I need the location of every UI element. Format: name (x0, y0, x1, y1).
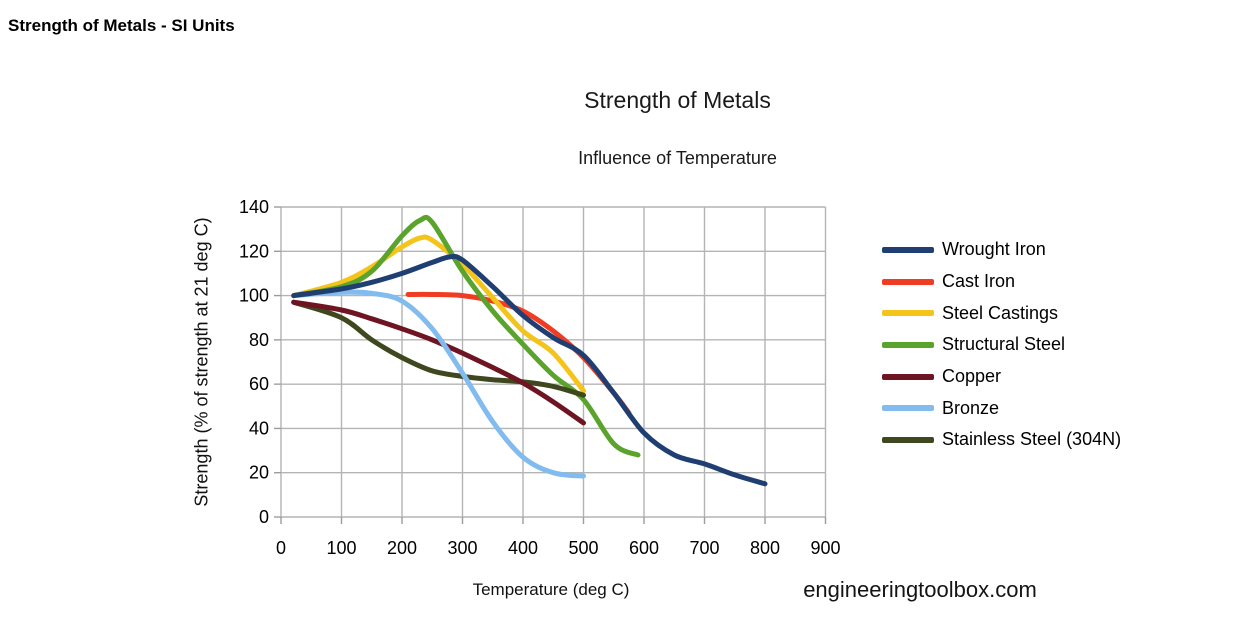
legend-swatch (882, 373, 934, 380)
tick-labels: 0 100 200 300 400 500 600 700 800 900 0 20 40 60 80 100… (239, 197, 841, 558)
watermark-link: engineeringtoolbox.com (803, 577, 1037, 602)
legend-label: Cast Iron (942, 271, 1016, 292)
series-wrought-iron (291, 253, 768, 487)
x-tick-label: 0 (276, 538, 286, 558)
x-tick-label: 800 (750, 538, 780, 558)
y-tick-label: 120 (239, 241, 269, 261)
legend-label: Bronze (942, 397, 1000, 418)
legend-label: Copper (942, 366, 1002, 387)
legend-item: Bronze (882, 392, 1121, 424)
legend-item: Copper (882, 361, 1121, 393)
legend-label: Wrought Iron (942, 239, 1046, 260)
legend-item: Steel Castings (882, 297, 1121, 329)
x-tick-label: 200 (387, 538, 417, 558)
grid (280, 206, 827, 518)
x-tick-label: 700 (689, 538, 719, 558)
series-structural-steel (291, 214, 641, 458)
x-tick-label: 100 (326, 538, 356, 558)
legend: Wrought Iron Cast Iron Steel Castings Struc… (882, 234, 1121, 456)
x-axis-label: Temperature (deg C) (472, 580, 630, 599)
y-tick-label: 100 (239, 286, 269, 306)
legend-swatch (882, 246, 934, 253)
y-tick-label: 40 (249, 418, 269, 438)
chart-subtitle: Influence of Temperature (578, 148, 777, 168)
y-axis-label: Strength (% of strength at 21 deg C) (191, 217, 212, 507)
y-tick-label: 0 (259, 507, 269, 527)
legend-item: Cast Iron (882, 266, 1121, 298)
legend-swatch (882, 405, 934, 412)
series-curves (291, 214, 768, 487)
legend-item: Wrought Iron (882, 234, 1121, 266)
y-tick-label: 60 (249, 374, 269, 394)
legend-label: Structural Steel (942, 334, 1066, 355)
tick-marks (274, 206, 827, 524)
x-tick-label: 400 (508, 538, 538, 558)
legend-item: Stainless Steel (304N) (882, 424, 1121, 456)
chart: Strength of Metals Influence of Temperat… (185, 75, 1170, 620)
legend-swatch (882, 278, 934, 285)
x-tick-label: 300 (447, 538, 477, 558)
x-tick-label: 900 (810, 538, 840, 558)
series-steel-castings (291, 234, 586, 394)
legend-label: Stainless Steel (304N) (942, 429, 1122, 450)
y-tick-label: 80 (249, 330, 269, 350)
series-bronze (291, 289, 586, 479)
chart-title: Strength of Metals (584, 87, 771, 113)
y-tick-label: 140 (239, 197, 269, 217)
x-tick-label: 600 (629, 538, 659, 558)
legend-swatch (882, 310, 934, 317)
legend-swatch (882, 341, 934, 348)
legend-item: Structural Steel (882, 329, 1121, 361)
x-tick-label: 500 (568, 538, 598, 558)
legend-swatch (882, 436, 934, 443)
page-title: Strength of Metals - SI Units (8, 16, 235, 35)
series-stainless-steel-304n (291, 299, 586, 398)
y-tick-label: 20 (249, 463, 269, 483)
legend-label: Steel Castings (942, 302, 1059, 323)
